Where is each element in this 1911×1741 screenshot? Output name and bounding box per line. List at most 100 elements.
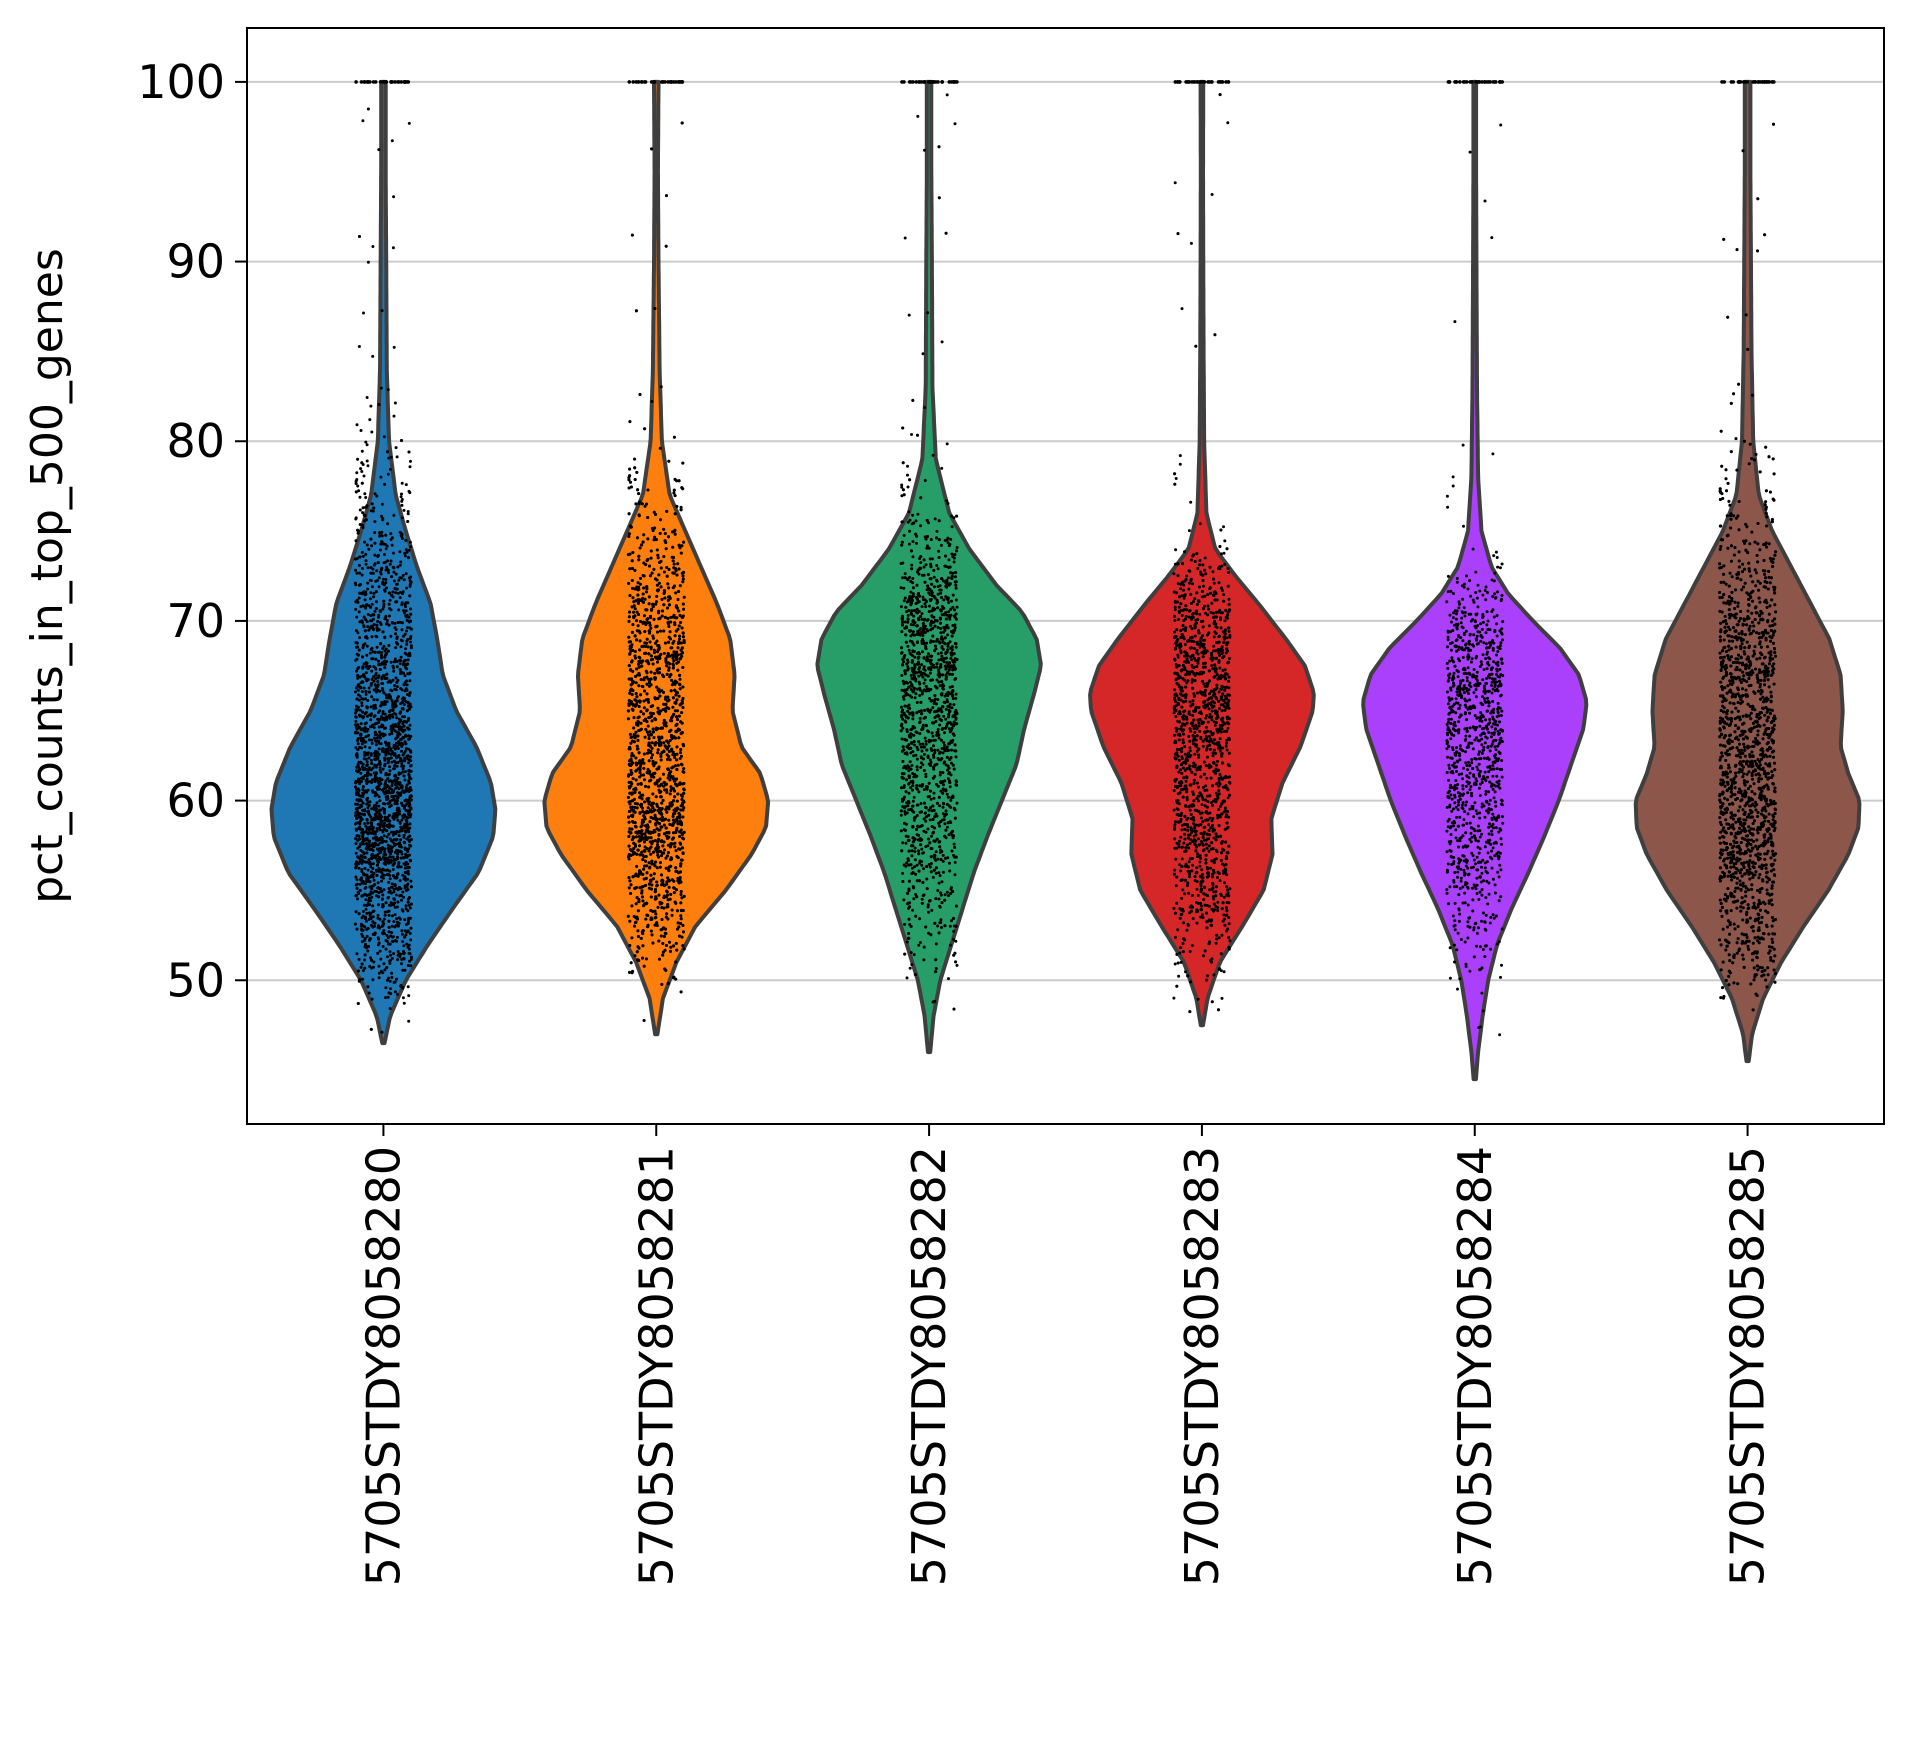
data-point [384,996,387,1000]
data-point [357,666,361,669]
data-point [357,957,361,961]
data-point [400,503,404,507]
data-point [404,819,408,822]
data-point [365,860,369,864]
data-point [681,631,685,635]
data-point [631,596,635,600]
data-point [632,604,636,608]
data-point [361,808,365,812]
data-point [405,693,409,696]
data-point [383,757,387,761]
data-point [356,528,360,532]
data-point [408,540,412,544]
data-point [681,461,685,465]
data-point [359,965,363,969]
data-point [671,656,675,660]
data-point [408,679,412,683]
data-point [355,697,359,701]
data-point [628,420,632,424]
data-point [383,700,387,703]
data-point [359,878,363,882]
data-point [385,544,389,548]
data-point [406,510,410,513]
data-point [384,717,388,721]
data-point [370,695,374,699]
data-point [396,795,400,799]
data-point [366,612,370,616]
data-point [356,688,360,692]
data-point [384,80,389,84]
data-point [372,878,376,882]
data-point [363,753,367,757]
data-point [391,664,395,668]
data-point [360,704,364,707]
data-point [371,836,375,840]
data-point [667,568,671,571]
data-point [408,749,412,753]
data-point [363,886,367,890]
data-point [666,661,670,665]
data-point [656,553,660,557]
data-point [393,843,397,847]
data-point [370,997,374,1001]
data-point [406,626,410,630]
data-point [389,756,393,760]
data-point [354,641,358,645]
data-point [385,824,389,828]
data-point [366,985,370,989]
data-point [393,783,397,786]
data-point [393,767,396,771]
data-point [390,139,394,143]
data-point [396,734,400,738]
data-point [384,581,388,585]
data-point [409,955,413,959]
data-point [355,752,359,756]
data-point [359,620,363,624]
data-point [681,574,685,578]
data-point [389,680,393,684]
data-point [378,766,382,770]
data-point [386,568,390,572]
data-point [665,509,669,513]
data-point [366,107,370,111]
data-point [375,645,379,649]
data-point [354,482,358,485]
data-point [381,802,385,806]
data-point [356,812,360,816]
data-point [401,767,405,771]
data-point [372,698,376,702]
data-point [361,737,365,740]
data-point [364,635,367,639]
data-point [398,596,402,600]
data-point [358,888,362,892]
data-point [386,868,390,872]
data-point [391,874,395,878]
data-point [362,872,366,876]
data-point [362,813,366,817]
data-point [404,647,408,651]
data-point [627,876,631,880]
data-point [409,879,413,883]
data-point [665,706,669,709]
data-point [354,719,358,723]
data-point [384,753,388,757]
data-point [381,932,385,936]
data-point [368,903,372,907]
data-point [644,859,648,863]
data-point [368,746,372,750]
data-point [681,815,685,819]
data-point [369,753,373,757]
data-point [638,546,642,550]
data-point [664,944,668,947]
data-point [384,771,388,775]
data-point [647,759,651,763]
data-point [381,661,385,665]
data-point [403,918,407,922]
data-point [356,742,360,746]
data-point [388,877,392,881]
data-point [400,499,404,503]
data-point [379,642,383,645]
data-point [358,725,361,729]
data-point [637,558,641,562]
data-point [682,767,686,771]
